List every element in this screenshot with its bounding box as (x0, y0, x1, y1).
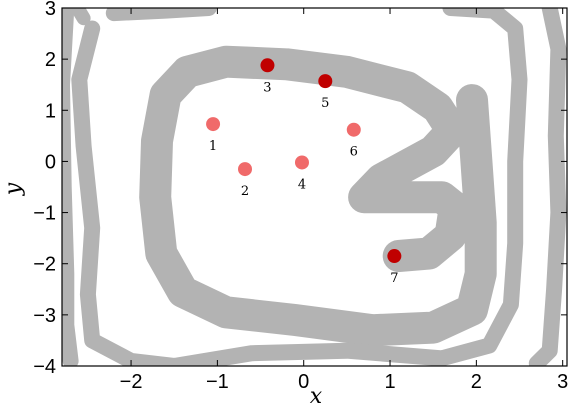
region-middle-ring (71, 8, 528, 366)
data-point-label: 4 (298, 177, 306, 192)
y-tick-label: −3 (33, 305, 56, 327)
region-inner-band (139, 45, 497, 347)
x-tick-label: 0 (298, 371, 309, 393)
y-tick-label: −4 (33, 356, 56, 378)
axis-ticks: −2 −1 0 1 2 3 −4 −3 −2 −1 0 1 2 3 (33, 0, 568, 393)
axes-frame (61, 7, 568, 367)
data-point (238, 162, 253, 177)
data-point-label: 6 (350, 145, 358, 160)
y-tick-label: −2 (33, 254, 56, 276)
data-point-label: 7 (390, 271, 398, 286)
y-tick-label: 3 (45, 0, 56, 20)
y-tick-label: 2 (45, 49, 56, 71)
data-point (346, 122, 361, 137)
y-tick-label: 0 (45, 151, 56, 173)
data-point-label: 1 (209, 139, 217, 154)
region-middle-ring-top (105, 8, 217, 22)
x-tick-label: 1 (384, 371, 395, 393)
x-tick-label: 2 (471, 371, 482, 393)
region-outer-top-left (70, 8, 91, 26)
y-axis-label: y (1, 182, 26, 196)
data-point (318, 74, 333, 89)
admissible-region (62, 8, 567, 366)
data-point-label: 5 (321, 96, 329, 111)
y-tick-label: −1 (33, 203, 56, 225)
x-tick-label: −1 (206, 371, 229, 393)
data-point (387, 249, 402, 264)
data-point-label: 2 (241, 184, 249, 199)
data-point (206, 117, 221, 132)
x-tick-label: −2 (120, 371, 143, 393)
data-point-label: 3 (263, 80, 271, 95)
data-points: 1 2 3 4 5 6 7 (206, 58, 402, 286)
x-axis-label: x (310, 384, 323, 408)
data-point (260, 58, 275, 73)
y-tick-label: 1 (45, 100, 56, 122)
region-outer-left (62, 8, 79, 366)
data-point (294, 155, 309, 170)
region-outer-right (528, 8, 567, 366)
x-tick-label: 3 (557, 371, 568, 393)
